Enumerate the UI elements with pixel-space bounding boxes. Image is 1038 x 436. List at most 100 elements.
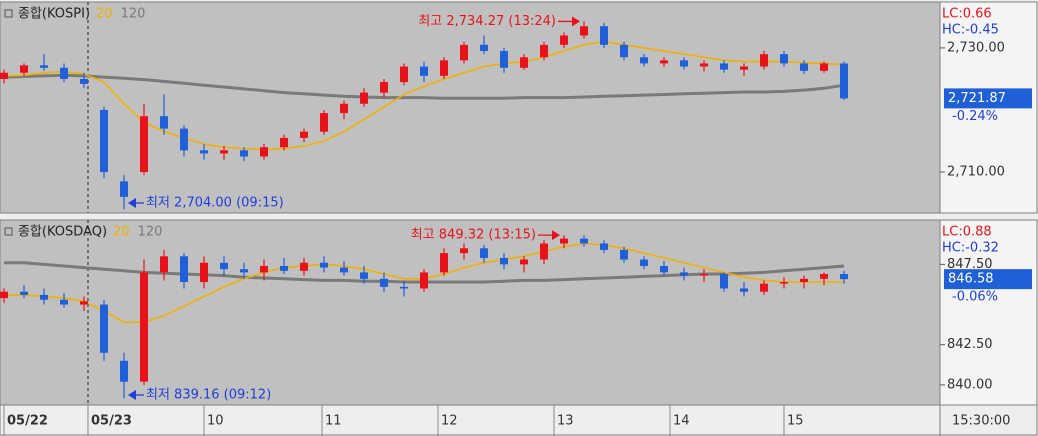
x-tick-label: 05/22 xyxy=(7,414,48,429)
candle-body xyxy=(380,82,388,93)
candle-body xyxy=(340,103,348,114)
candle-body xyxy=(240,269,248,273)
panel: 2,710.00 2,730.00 최고 2,734.27 (13:24) 최저 2,… xyxy=(0,1,1038,214)
candle-body xyxy=(420,272,428,289)
candle-body xyxy=(380,278,388,287)
y-tick-label: 842.50 xyxy=(947,337,993,352)
candle-body xyxy=(20,65,28,73)
panel: 840.00 842.50 847.50 최고 849.32 (13:15) 최저 83… xyxy=(0,219,1038,436)
hc-label: HC:-0.32 xyxy=(942,241,999,256)
candle-body xyxy=(780,54,788,64)
candle-body xyxy=(640,57,648,64)
candle-body xyxy=(800,278,808,283)
candle-body xyxy=(340,267,348,273)
candle-body xyxy=(0,291,8,299)
candle-body xyxy=(840,274,848,280)
candle-body xyxy=(260,147,268,157)
candle-body xyxy=(100,109,108,173)
candle-body xyxy=(80,301,88,305)
chart-title: 종합(KOSDAQ) xyxy=(18,225,107,240)
candle-body xyxy=(560,238,568,244)
last-price-box xyxy=(944,88,1032,109)
candle-body xyxy=(220,150,228,154)
candle-body xyxy=(260,265,268,273)
candle-body xyxy=(300,131,308,138)
candle-body xyxy=(620,249,628,260)
last-price-label: 846.58 xyxy=(948,272,994,287)
legend-entry: 20 xyxy=(113,225,130,240)
annotation: 최고 2,734.27 (13:24) xyxy=(418,14,556,29)
annotation-arrowhead xyxy=(128,390,136,400)
annotation: 최저 2,704.00 (09:15) xyxy=(146,196,284,211)
x-tick-label: 12 xyxy=(441,414,458,429)
candle-body xyxy=(440,253,448,273)
candle-body xyxy=(760,283,768,292)
lc-label: LC:0.66 xyxy=(942,7,992,22)
legend-entry: 20 xyxy=(96,7,113,22)
candle-body xyxy=(480,248,488,258)
candle-body xyxy=(820,63,828,71)
candle-body xyxy=(460,248,468,254)
candle-body xyxy=(440,60,448,76)
annotation: 최고 849.32 (13:15) xyxy=(411,228,536,243)
candle-body xyxy=(180,256,188,283)
candle-body xyxy=(700,63,708,67)
candle-body xyxy=(680,272,688,276)
x-tick-label: 11 xyxy=(325,414,342,429)
candle-body xyxy=(140,116,148,173)
candle-body xyxy=(400,286,408,289)
plot-area xyxy=(0,219,941,406)
candle-body xyxy=(820,274,828,279)
candle-body xyxy=(40,294,48,300)
candle-body xyxy=(560,35,568,45)
candle-body xyxy=(580,26,588,36)
axis-area xyxy=(939,219,1038,406)
candle-body xyxy=(360,92,368,104)
x-tick-label: 05/23 xyxy=(91,414,132,429)
candle-body xyxy=(140,272,148,382)
candle-body xyxy=(0,72,8,79)
candle-body xyxy=(160,256,168,273)
change-label: -0.06% xyxy=(952,290,998,305)
candle-body xyxy=(300,262,308,271)
candle-body xyxy=(280,137,288,148)
last-price-box xyxy=(944,269,1032,290)
candle-body xyxy=(180,128,188,151)
plot-area xyxy=(0,1,941,214)
legend-entry: 120 xyxy=(121,7,146,22)
candle-body xyxy=(600,26,608,45)
candle-body xyxy=(240,150,248,157)
candle-body xyxy=(400,66,408,83)
change-label: -0.24% xyxy=(952,109,998,124)
candle-body xyxy=(660,60,668,64)
candle-body xyxy=(220,262,228,270)
candle-body xyxy=(460,44,468,61)
candle-body xyxy=(580,238,588,244)
candle-body xyxy=(60,299,68,305)
candle-body xyxy=(40,65,48,68)
candle-body xyxy=(200,262,208,283)
chart-title: 종합(KOSPI) xyxy=(18,7,90,22)
candle-body xyxy=(420,66,428,76)
candle-body xyxy=(80,78,88,84)
candle-body xyxy=(120,360,128,382)
candle-body xyxy=(620,44,628,58)
candle-body xyxy=(780,282,788,284)
x-tick-label: 13 xyxy=(557,414,574,429)
annotation-arrowhead xyxy=(572,16,580,27)
candle-body xyxy=(740,66,748,70)
time-label: 15:30:00 xyxy=(952,414,1010,429)
candle-body xyxy=(320,113,328,132)
candle-body xyxy=(680,60,688,67)
candle-body xyxy=(740,288,748,292)
candle-body xyxy=(160,116,168,129)
y-tick-label: 2,710.00 xyxy=(947,165,1005,180)
y-tick-label: 840.00 xyxy=(947,377,993,392)
x-tick-label: 10 xyxy=(207,414,224,429)
lc-label: LC:0.88 xyxy=(942,225,992,240)
candle-body xyxy=(500,51,508,68)
legend-entry: 120 xyxy=(138,225,163,240)
candle-body xyxy=(800,63,808,71)
